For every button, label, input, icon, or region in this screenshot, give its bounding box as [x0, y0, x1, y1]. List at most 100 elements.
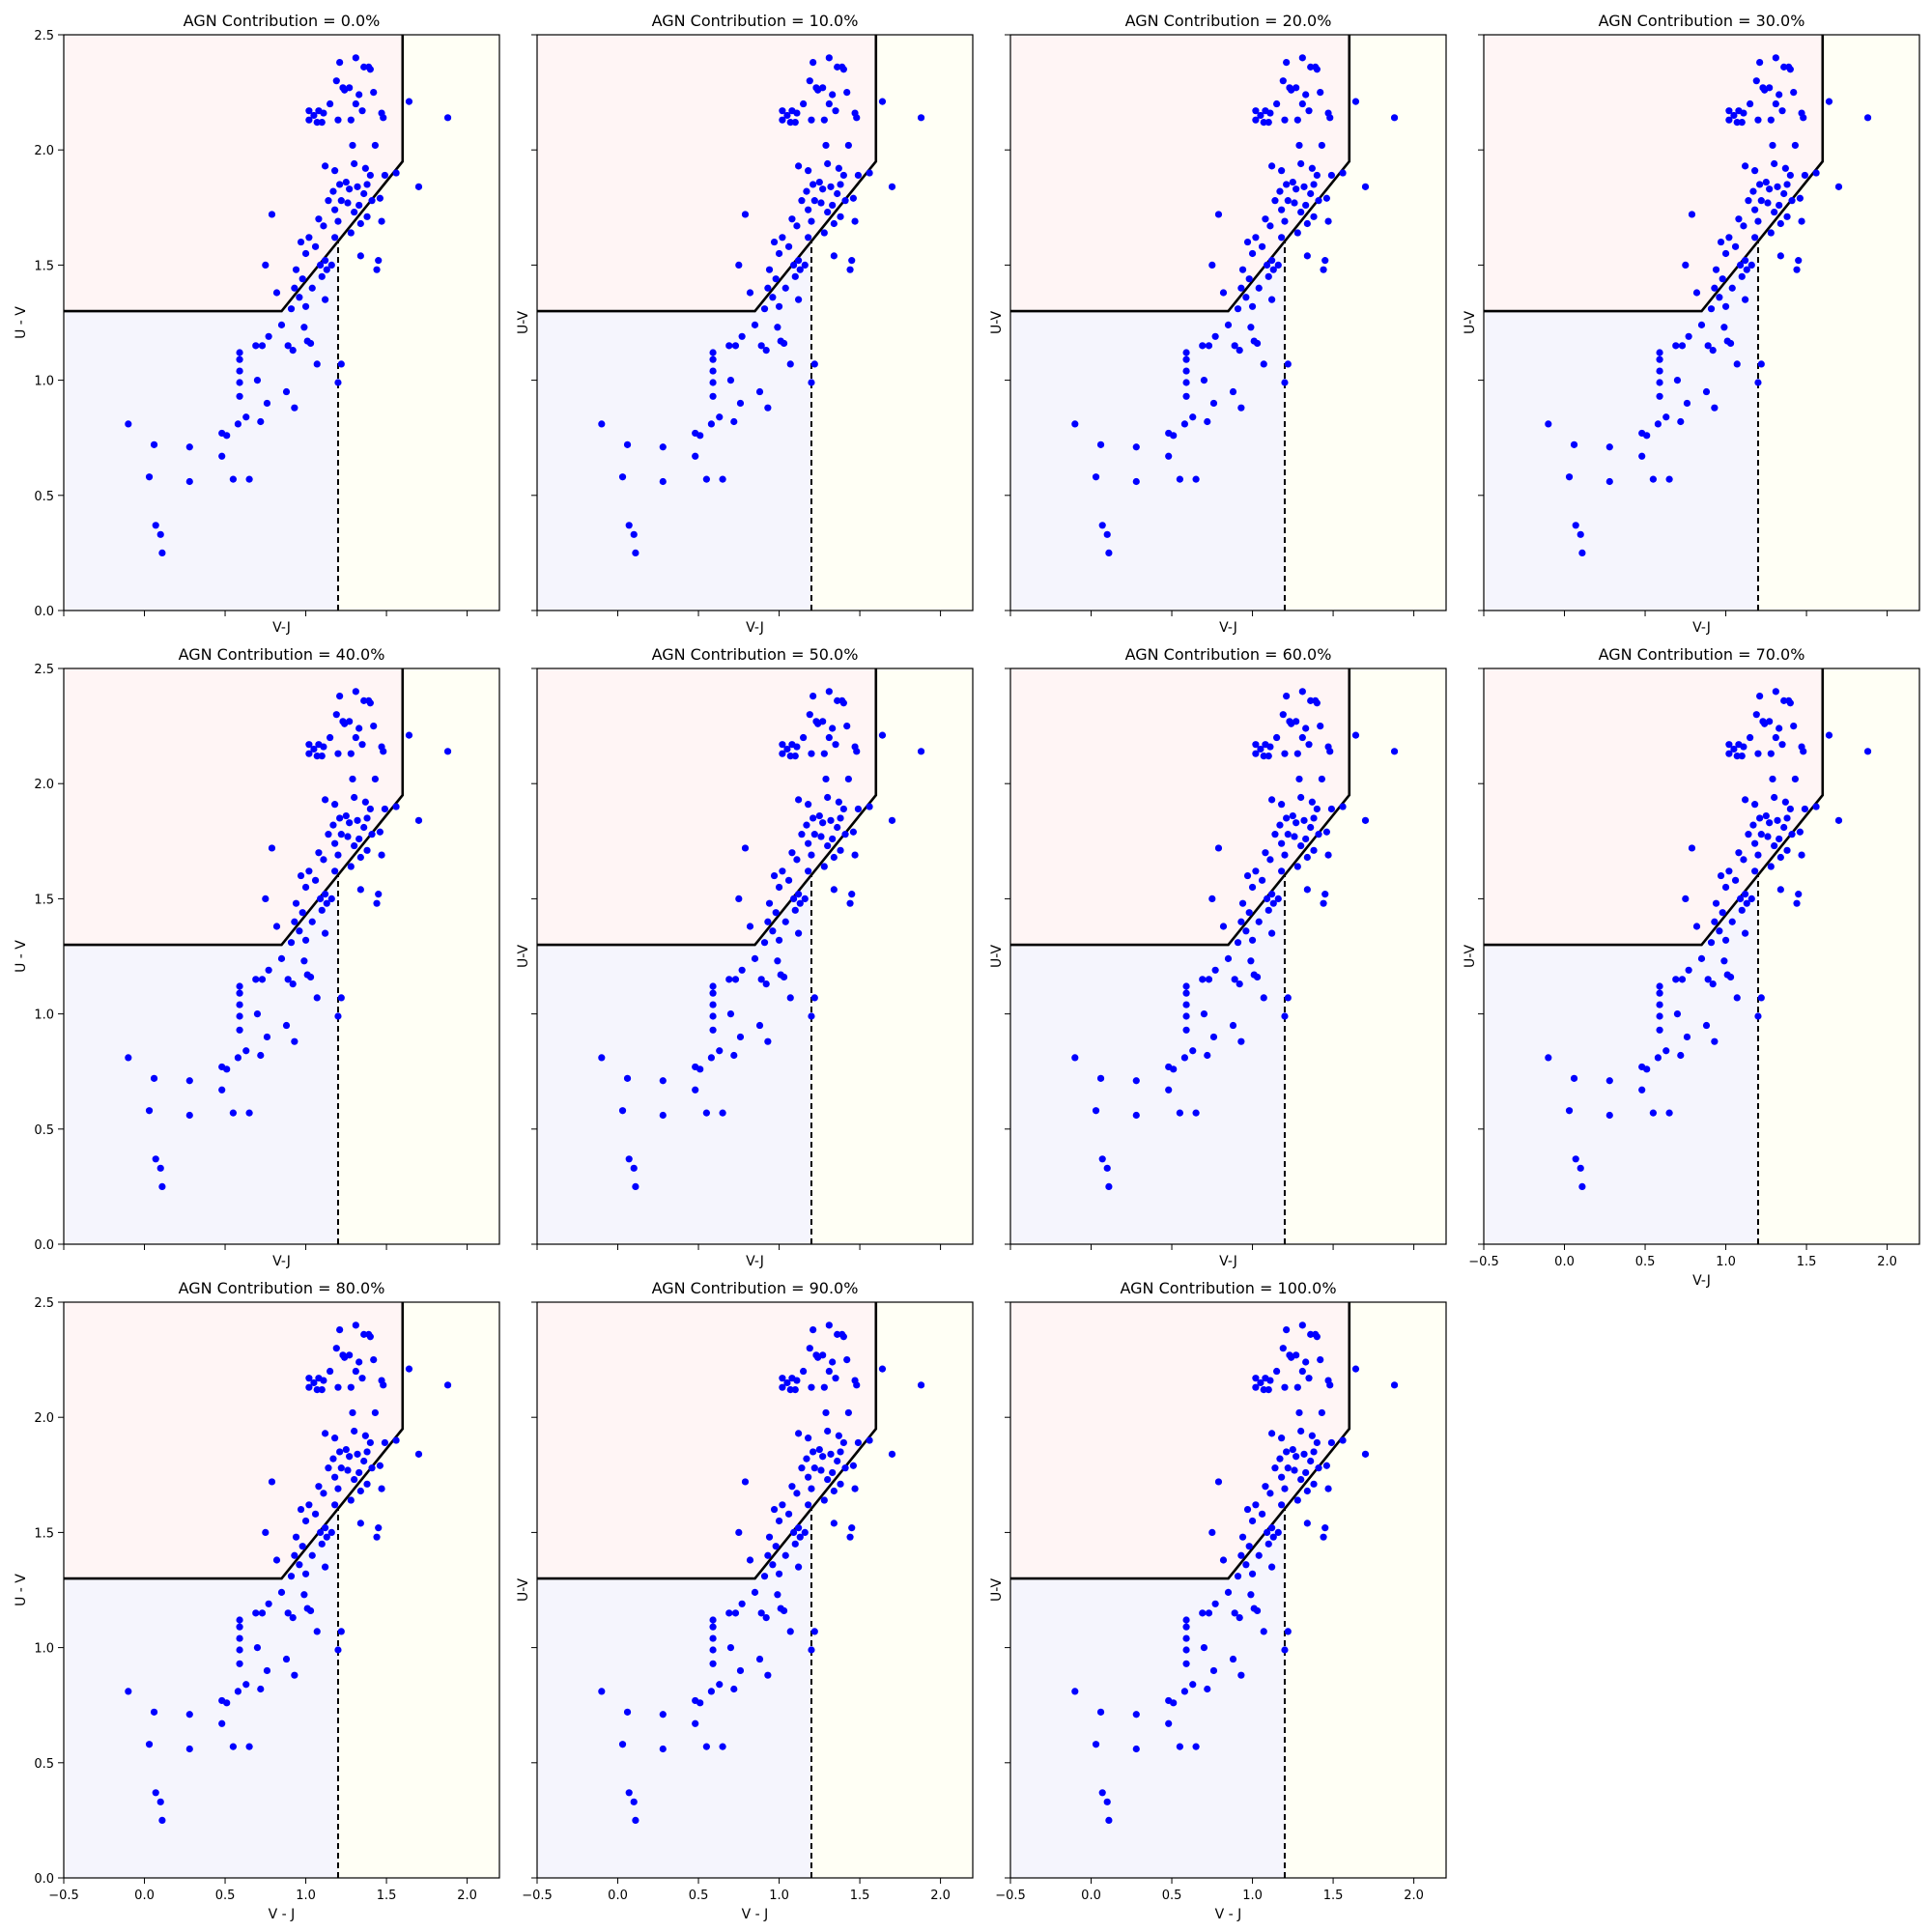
quiescent-region — [64, 668, 403, 946]
data-point — [834, 189, 841, 198]
data-point — [632, 549, 639, 557]
data-point — [363, 846, 371, 854]
data-point — [784, 242, 793, 250]
data-point — [1307, 823, 1315, 832]
data-point — [822, 775, 830, 783]
data-point — [1752, 711, 1760, 719]
axes-frame — [536, 1301, 974, 1879]
data-point — [709, 349, 717, 356]
data-point — [1071, 1688, 1079, 1695]
data-point — [1788, 831, 1796, 838]
data-point — [346, 819, 354, 827]
data-point — [692, 1086, 699, 1094]
data-point — [1712, 899, 1720, 907]
data-point — [1776, 201, 1783, 210]
data-point — [1752, 77, 1760, 85]
data-point — [1742, 296, 1749, 303]
data-point — [810, 1464, 818, 1472]
data-point — [1740, 856, 1747, 864]
data-point — [788, 215, 796, 223]
data-point — [1307, 696, 1315, 704]
data-point — [830, 1520, 838, 1527]
data-point — [709, 1660, 717, 1667]
axes-frame — [1483, 34, 1920, 611]
data-point — [152, 1789, 159, 1797]
data-point — [760, 939, 769, 947]
data-point — [781, 1551, 789, 1559]
data-point — [1271, 197, 1279, 205]
data-point — [1205, 342, 1213, 350]
data-point — [1707, 305, 1716, 313]
data-point — [866, 1436, 873, 1444]
data-point — [185, 1111, 193, 1120]
data-point — [236, 1646, 243, 1654]
data-point — [851, 1485, 859, 1492]
data-point — [1096, 1074, 1105, 1082]
data-point — [1800, 748, 1807, 755]
data-point — [366, 1333, 374, 1341]
data-point — [1740, 222, 1747, 230]
data-point — [1248, 936, 1257, 944]
data-point — [263, 1666, 271, 1675]
data-point — [1320, 266, 1327, 273]
data-point — [332, 1345, 340, 1352]
data-point — [793, 109, 801, 117]
data-point — [1132, 1745, 1140, 1753]
data-point — [1182, 1012, 1190, 1020]
data-point — [1105, 1182, 1113, 1190]
data-point — [185, 443, 193, 451]
data-point — [1327, 171, 1336, 180]
data-point — [322, 257, 329, 265]
data-point — [1204, 1051, 1211, 1060]
data-point — [1098, 522, 1106, 529]
data-point — [1751, 801, 1759, 809]
data-point — [725, 342, 733, 350]
data-point — [1754, 379, 1762, 386]
data-point — [793, 1490, 801, 1497]
data-point — [301, 1570, 310, 1577]
data-point — [1764, 199, 1772, 207]
data-point — [310, 745, 318, 753]
data-point — [373, 1533, 381, 1541]
data-point — [1236, 980, 1243, 988]
data-point — [1321, 1524, 1329, 1532]
data-point — [331, 1501, 339, 1509]
data-point — [331, 801, 339, 809]
data-point — [1683, 1033, 1691, 1041]
data-point — [659, 443, 667, 451]
data-point — [805, 1501, 812, 1509]
data-point — [1247, 1591, 1255, 1599]
data-point — [1263, 261, 1271, 269]
x-tick-label: −0.5 — [1468, 1255, 1499, 1269]
data-point — [846, 899, 854, 907]
data-point — [1776, 252, 1784, 260]
data-point — [1757, 197, 1765, 205]
data-point — [291, 284, 298, 292]
data-point — [1656, 1001, 1663, 1009]
data-point — [1712, 266, 1720, 273]
data-point — [709, 1623, 717, 1631]
data-point — [830, 886, 838, 894]
data-point — [334, 1485, 342, 1492]
data-point — [1578, 1182, 1586, 1190]
data-point — [1243, 1505, 1252, 1514]
scatter-panel-4: 0.0 0.5 1.0 1.5 2.0 2.5 AGN Contribution = 40.… — [14, 645, 500, 1269]
data-point — [829, 91, 837, 99]
data-point — [1654, 1054, 1662, 1062]
data-point — [1721, 249, 1730, 258]
data-point — [808, 217, 815, 225]
data-point — [331, 167, 339, 175]
data-point — [277, 954, 286, 962]
data-point — [258, 342, 267, 350]
data-point — [313, 994, 321, 1002]
data-point — [1317, 89, 1324, 97]
data-point — [716, 1681, 724, 1689]
data-point — [779, 1383, 786, 1391]
data-point — [320, 1377, 327, 1384]
data-point — [1310, 846, 1318, 854]
data-points — [598, 1321, 925, 1824]
data-point — [322, 296, 329, 303]
data-point — [347, 863, 355, 870]
data-point — [793, 222, 801, 230]
data-point — [779, 1501, 786, 1509]
